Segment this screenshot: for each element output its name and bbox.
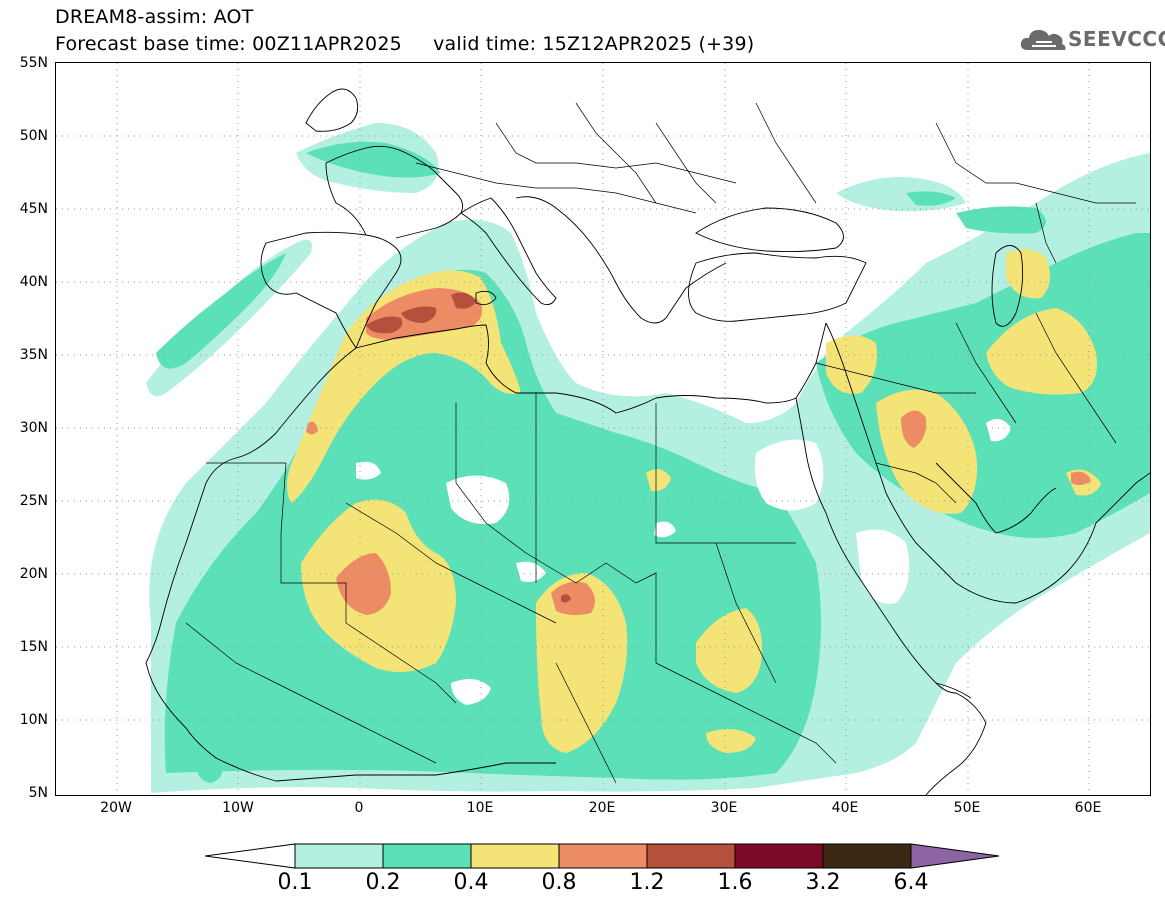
lon-label: 20W bbox=[100, 800, 132, 816]
colorbar-bin-3.2 bbox=[822, 843, 912, 869]
lat-label: 45N bbox=[19, 201, 48, 217]
colorbar-label: 3.2 bbox=[805, 870, 841, 895]
aot-map[interactable] bbox=[56, 63, 1150, 795]
clean-air-patches bbox=[356, 419, 1011, 705]
lat-label: 10N bbox=[19, 712, 48, 728]
lon-label: 10E bbox=[466, 800, 494, 816]
lat-label: 35N bbox=[19, 347, 48, 363]
colorbar-label: 0.2 bbox=[365, 870, 401, 895]
colorbar-bin-0.1 bbox=[294, 843, 384, 869]
lon-label: 50E bbox=[953, 800, 981, 816]
colorbar-label: 6.4 bbox=[893, 870, 929, 895]
colorbar-bin-1.6 bbox=[734, 843, 824, 869]
lat-label: 55N bbox=[19, 55, 48, 71]
lon-label: 10W bbox=[222, 800, 254, 816]
aot-level-1.2 bbox=[366, 292, 571, 603]
lat-label: 20N bbox=[19, 566, 48, 582]
lat-label: 5N bbox=[28, 785, 48, 801]
country-borders bbox=[185, 102, 1136, 784]
seevccc-logo: SEEVCCC bbox=[1018, 22, 1165, 56]
lat-label: 40N bbox=[19, 274, 48, 290]
lat-label: 25N bbox=[19, 493, 48, 509]
title-line-2: Forecast base time: 00Z11APR2025 valid t… bbox=[55, 33, 755, 55]
lon-label: 0 bbox=[354, 800, 364, 816]
colorbar-label: 1.6 bbox=[717, 870, 753, 895]
title-line-1: DREAM8-assim: AOT bbox=[55, 6, 254, 28]
lat-label: 30N bbox=[19, 420, 48, 436]
map-panel[interactable] bbox=[55, 62, 1151, 796]
cloud-icon bbox=[1020, 30, 1066, 50]
colorbar-label: 1.2 bbox=[629, 870, 665, 895]
logo-text: SEEVCCC bbox=[1068, 27, 1165, 51]
colorbar-label: 0.1 bbox=[277, 870, 313, 895]
colorbar-under-triangle bbox=[205, 843, 296, 869]
colorbar-over-triangle bbox=[910, 843, 1000, 869]
colorbar-label: 0.4 bbox=[453, 870, 489, 895]
lat-label: 50N bbox=[19, 128, 48, 144]
lon-label: 30E bbox=[710, 800, 738, 816]
colorbar-bin-0.8 bbox=[558, 843, 648, 869]
colorbar-label: 0.8 bbox=[541, 870, 577, 895]
lon-label: 60E bbox=[1074, 800, 1102, 816]
colorbar-bin-1.2 bbox=[646, 843, 736, 869]
colorbar-bin-0.4 bbox=[470, 843, 560, 869]
aot-colorbar bbox=[205, 843, 1000, 869]
colorbar-bin-0.2 bbox=[382, 843, 472, 869]
lat-label: 15N bbox=[19, 639, 48, 655]
lon-label: 40E bbox=[831, 800, 859, 816]
graticule bbox=[56, 63, 1150, 795]
coastlines bbox=[145, 88, 1150, 795]
lon-label: 20E bbox=[588, 800, 616, 816]
